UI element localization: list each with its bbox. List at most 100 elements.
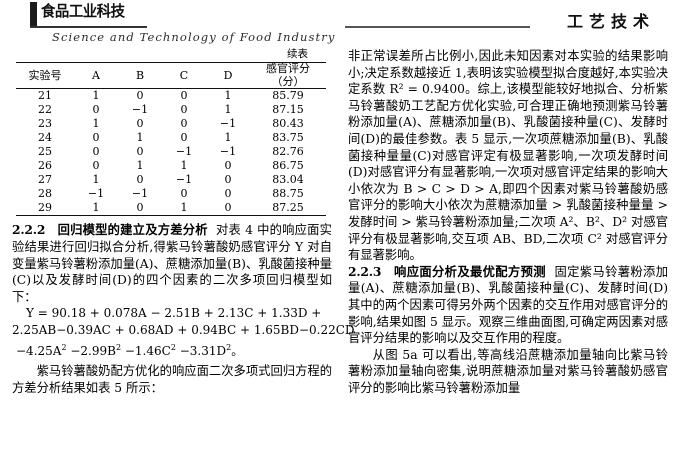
table-header-row: 实验号 A B C D 感官评分 （分）	[16, 62, 326, 89]
cell-experiment-no: 28	[38, 187, 52, 200]
cell-d: 0	[224, 173, 232, 186]
section-2-2-3-body: 固定紫马铃薯粉添加量(A)、蔗糖添加量(B)、乳酸菌接种量(C)、发酵时间(D)…	[348, 264, 668, 346]
column-header-sensory-score-line1: 感官评分	[266, 62, 310, 75]
cell-c: −1	[175, 145, 193, 158]
left-column: 续表 实验号 A B C D 感官	[12, 48, 355, 397]
column-header-a: A	[74, 62, 118, 89]
table-row: 27 1 0 −1 0 83.04	[16, 173, 326, 187]
cell-experiment-no: 22	[38, 103, 52, 116]
cell-a: 1	[92, 117, 100, 130]
cell-score: 83.04	[272, 173, 304, 186]
table-row: 22 0 −1 0 1 87.15	[16, 103, 326, 117]
cell-experiment-no: 26	[38, 159, 52, 172]
cell-b: 0	[118, 88, 162, 103]
formula-term-c2: −1.46C	[121, 344, 171, 359]
cell-a: 0	[92, 103, 100, 116]
section-heading-cn: 工艺技术	[566, 12, 655, 31]
cell-b: 0	[136, 173, 144, 186]
exponent-2: 2	[61, 343, 67, 353]
two-column-body: 续表 实验号 A B C D 感官	[0, 48, 677, 473]
cell-c: −1	[175, 173, 193, 186]
cell-b: 0	[136, 145, 144, 158]
regression-formula-line-2: 2.25AB−0.39AC + 0.68AD + 0.94BC + 1.65BD…	[12, 323, 355, 338]
logo-bar-decoration	[30, 2, 37, 26]
cell-c: 0	[180, 187, 188, 200]
cell-experiment-no: 24	[38, 131, 52, 144]
cell-d: 0	[224, 201, 232, 214]
right-paragraph-3: 从图 5a 可以看出,等高线沿蔗糖添加量轴向比紫马铃薯粉添加量轴向密集,说明蔗糖…	[348, 347, 668, 395]
section-2-2-2-body: 对表 4 中的响应面实验结果进行回归拟合分析,得紫马铃薯酸奶感官评分 Y 对自变…	[12, 223, 332, 304]
cell-b: 0	[136, 117, 144, 130]
table-row: 25 0 0 −1 −1 82.76	[16, 145, 326, 159]
right-column: 非正常误差所占比例小,因此未知因素对本实验的结果影响小;决定系数越接近 1,表明…	[348, 48, 668, 396]
cell-experiment-no: 25	[38, 145, 52, 158]
cell-d: −1	[219, 117, 237, 130]
cell-d: 1	[224, 131, 232, 144]
table-row: 24 0 1 0 1 83.75	[16, 131, 326, 145]
cell-a: 0	[92, 131, 100, 144]
cell-d: 1	[224, 103, 232, 116]
journal-title-en: Science and Technology of Food Industry	[52, 30, 336, 44]
cell-a: 0	[92, 159, 100, 172]
cell-experiment-no: 29	[38, 201, 52, 214]
cell-b: 1	[136, 159, 144, 172]
cell-c: 1	[180, 201, 188, 214]
table-caption: 续表	[287, 48, 308, 60]
cell-experiment-no: 23	[38, 117, 52, 130]
section-2-2-3-paragraph: 2.2.3 响应面分析及最优配方预测 固定紫马铃薯粉添加量(A)、蔗糖添加量(B…	[348, 264, 668, 347]
cell-b: 1	[136, 131, 144, 144]
cell-b: −1	[131, 187, 149, 200]
exponent-2: 2	[170, 343, 176, 353]
formula-term-a2: −4.25A	[16, 344, 62, 359]
column-header-sensory-score: 感官评分 （分）	[250, 62, 326, 89]
cell-c: 0	[162, 88, 206, 103]
right-paragraph-1: 非正常误差所占比例小,因此未知因素对本实验的结果影响小;决定系数越接近 1,表明…	[348, 49, 668, 263]
table-body: 21 1 0 0 1 85.79 22 0 −1 0 1	[16, 88, 326, 216]
cell-c: 0	[180, 131, 188, 144]
cell-d: 1	[206, 88, 250, 103]
section-2-2-2-paragraph: 2.2.2 回归模型的建立及方差分析 对表 4 中的响应面实验结果进行回归拟合分…	[12, 222, 332, 305]
section-2-2-2-number: 2.2.2	[12, 222, 46, 238]
cell-a: −1	[87, 187, 105, 200]
formula-term-b2: −2.99B	[66, 344, 116, 359]
cell-score: 80.43	[272, 117, 304, 130]
regression-formula-line-3: −4.25A2 −2.99B2 −1.46C2 −3.31D2。	[16, 343, 244, 359]
table-row: 21 1 0 0 1 85.79	[16, 88, 326, 103]
column-header-d: D	[206, 62, 250, 89]
cell-a: 0	[92, 145, 100, 158]
section-2-2-2-title: 回归模型的建立及方差分析	[57, 222, 208, 238]
table-row: 28 −1 −1 0 0 88.75	[16, 187, 326, 201]
cell-score: 86.75	[272, 159, 304, 172]
left-closing-paragraph: 紫马铃薯酸奶配方优化的响应面二次多项式回归方程的方差分析结果如表 5 所示：	[12, 364, 332, 395]
exponent-2: 2	[115, 343, 122, 353]
cell-score: 87.25	[272, 201, 304, 214]
journal-title-cn: 食品工业科技	[41, 2, 125, 20]
section-2-2-3-number: 2.2.3	[348, 263, 382, 279]
cell-a: 1	[92, 201, 100, 214]
cell-d: 0	[224, 159, 232, 172]
section-2-2-3-title: 响应面分析及最优配方预测	[394, 263, 546, 279]
table-row: 23 1 0 0 −1 80.43	[16, 117, 326, 131]
table-row: 29 1 0 1 0 87.25	[16, 201, 326, 215]
logo-underline-rule	[30, 26, 147, 28]
exponent-2: 2	[226, 343, 232, 353]
formula-term-d2: −3.31D	[175, 344, 227, 359]
cell-a: 1	[92, 173, 100, 186]
table-bottom-rule	[16, 215, 326, 217]
regression-formula-line-1: Y = 90.18 + 0.078A − 2.51B + 2.13C + 1.3…	[26, 306, 322, 321]
cell-d: 0	[224, 187, 232, 200]
cell-b: 0	[136, 201, 144, 214]
cell-experiment-no: 21	[16, 88, 74, 103]
table-row: 26 0 1 1 0 86.75	[16, 159, 326, 173]
column-header-sensory-score-line2: （分）	[271, 74, 305, 88]
cell-b: −1	[131, 103, 149, 116]
cell-d: −1	[219, 145, 237, 158]
masthead-right-rule	[345, 26, 530, 28]
cell-a: 1	[74, 88, 118, 103]
page-masthead: 食品工业科技 Science and Technology of Food In…	[0, 0, 677, 47]
experiment-results-table: 实验号 A B C D 感官评分 （分）	[16, 62, 326, 215]
column-header-c: C	[162, 62, 206, 89]
cell-c: 0	[180, 103, 188, 116]
cell-score: 87.15	[272, 103, 304, 116]
